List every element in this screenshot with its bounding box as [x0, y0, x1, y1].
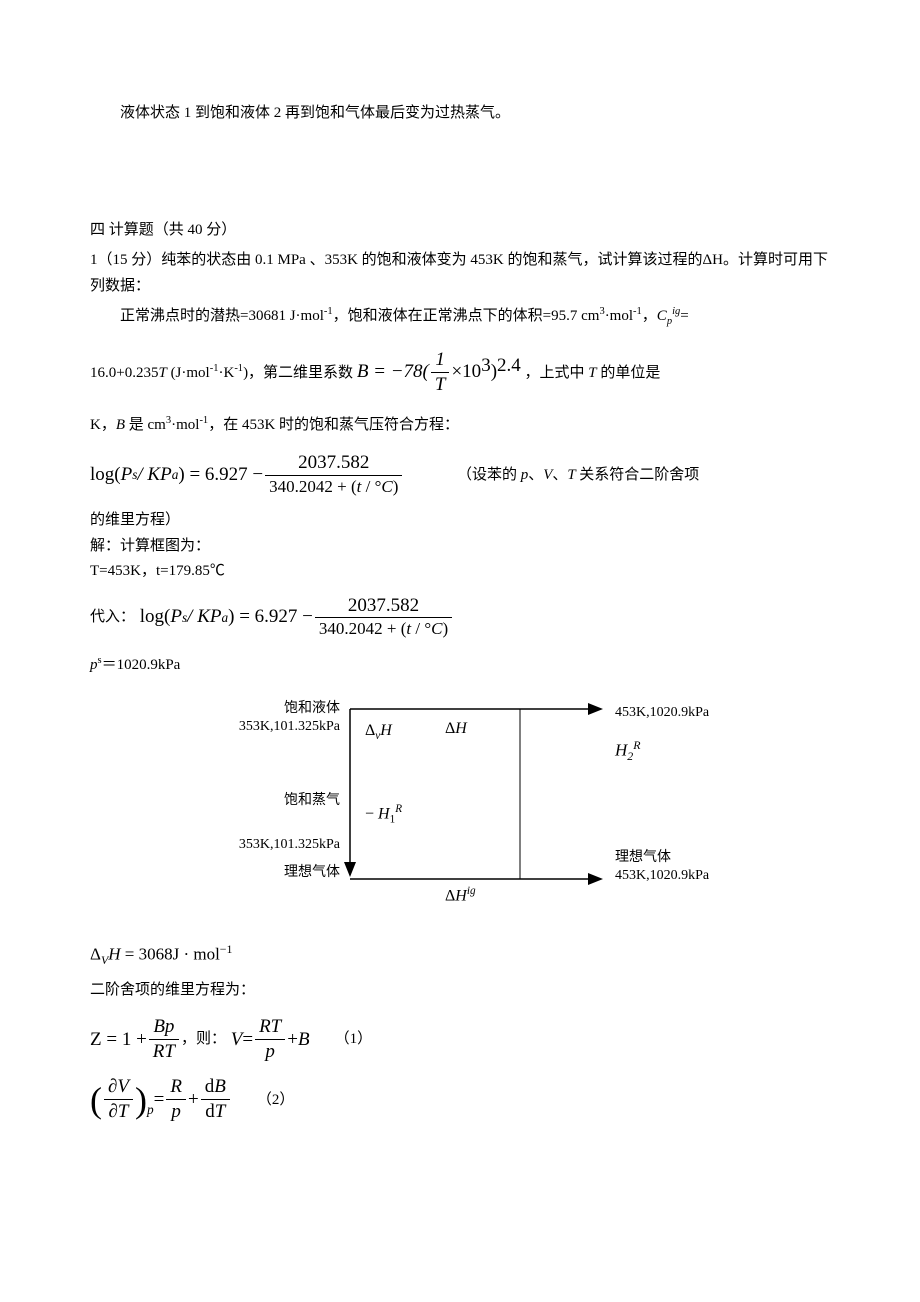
- virial-coefficient-line: 16.0+0.235T (J·mol-1·K-1)，第二维里系数 B = −78…: [90, 345, 830, 398]
- given-data-line-1: 正常沸点时的潜热=30681 J·mol-1，饱和液体在正常沸点下的体积=95.…: [90, 303, 830, 331]
- dvdt-equation: ( ∂V∂T ) p = Rp + dBdT （2）: [90, 1076, 830, 1124]
- diagram-dvh: ΔvH: [365, 721, 392, 744]
- solution-label: 解：计算框图为：: [90, 534, 830, 560]
- temperature-line: T=453K，t=179.85℃: [90, 559, 830, 585]
- intro-line: 液体状态 1 到饱和液体 2 再到饱和气体最后变为过热蒸气。: [90, 100, 830, 127]
- virial-2nd-label: 二阶舍项的维里方程为：: [90, 978, 830, 1004]
- z-equation: Z = 1 + BpRT ，则： V = RTp + B （1）: [90, 1016, 830, 1064]
- diagram-h1r: − H1R: [365, 802, 402, 827]
- virial-note: 的维里方程）: [90, 508, 830, 534]
- thermodynamic-cycle-diagram: 饱和液体 353K,101.325kPa 饱和蒸气 353K,101.325kP…: [160, 694, 760, 914]
- given-line-3: K，B 是 cm3·mol-1，在 453K 时的饱和蒸气压符合方程：: [90, 412, 830, 439]
- diagram-top-right: 453K,1020.9kPa H2R: [615, 704, 709, 765]
- diagram-mid-left: 饱和蒸气: [265, 792, 340, 810]
- diagram-bot-right: 理想气体 453K,1020.9kPa: [615, 849, 709, 885]
- diagram-dhig: ΔHig: [445, 884, 476, 907]
- diagram-dh: ΔH: [445, 719, 467, 740]
- antoine-equation: log(Ps / KPa) = 6.927 − 2037.582340.2042…: [90, 452, 830, 498]
- diagram-bot-left: 353K,101.325kPa 理想气体: [200, 836, 340, 882]
- dvh-value: ΔVH = 3068J · mol−1: [90, 939, 830, 970]
- diagram-top-left: 饱和液体 353K,101.325kPa: [215, 700, 340, 736]
- problem-1-statement: 1（15 分）纯苯的状态由 0.1 MPa 、353K 的饱和液体变为 453K…: [90, 248, 830, 299]
- substitute-antoine: 代入： log(Ps / KPa) = 6.927 − 2037.582340.…: [90, 595, 830, 641]
- section-4-heading: 四 计算题（共 40 分）: [90, 217, 830, 244]
- ps-result: ps＝1020.9kPa: [90, 652, 830, 679]
